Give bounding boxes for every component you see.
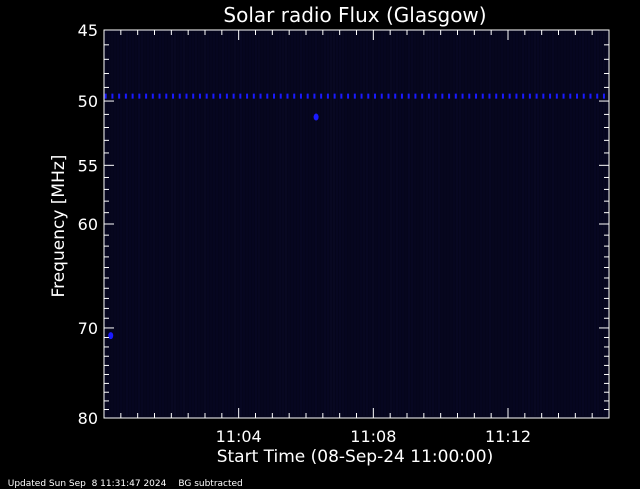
interference-dash: [145, 93, 148, 99]
chart-title: Solar radio Flux (Glasgow): [223, 3, 486, 27]
interference-dash: [549, 93, 552, 99]
interference-dash: [360, 93, 363, 99]
interference-dash: [225, 93, 228, 99]
y-tick-label: 60: [78, 215, 98, 234]
interference-dash: [313, 93, 316, 99]
interference-dash: [394, 93, 397, 99]
plot-area: [104, 30, 609, 418]
interference-dash: [266, 93, 269, 99]
interference-dash: [340, 93, 343, 99]
y-tick-label: 80: [78, 409, 98, 428]
y-tick-label: 50: [78, 92, 98, 111]
status-footer: Updated Sun Sep 8 11:31:47 2024 BG subtra…: [2, 469, 255, 489]
interference-dash: [212, 93, 215, 99]
interference-dash: [434, 93, 437, 99]
interference-dash: [178, 93, 181, 99]
bg-note: BG subtracted: [178, 479, 243, 489]
interference-dash: [138, 93, 141, 99]
interference-dash: [508, 93, 511, 99]
interference-dash: [461, 93, 464, 99]
interference-dash: [562, 93, 565, 99]
interference-dash: [131, 93, 134, 99]
y-tick-label: 70: [78, 319, 98, 338]
interference-dash: [286, 93, 289, 99]
interference-dash: [576, 93, 579, 99]
interference-dash: [172, 93, 175, 99]
interference-dash: [589, 93, 592, 99]
interference-dash: [407, 93, 410, 99]
interference-dash: [602, 93, 605, 99]
signal-dot: [108, 332, 114, 340]
interference-dash: [279, 93, 282, 99]
interference-dash: [151, 93, 154, 99]
interference-dash: [353, 93, 356, 99]
interference-dash: [320, 93, 323, 99]
interference-dash: [239, 93, 242, 99]
y-tick-label: 45: [78, 21, 98, 40]
signal-dot: [313, 113, 319, 121]
interference-dash: [542, 93, 545, 99]
interference-dash: [528, 93, 531, 99]
interference-dash: [165, 93, 168, 99]
interference-dash: [347, 93, 350, 99]
interference-dash: [448, 93, 451, 99]
interference-dash: [259, 93, 262, 99]
interference-dash: [205, 93, 208, 99]
interference-dash: [367, 93, 370, 99]
interference-dash: [427, 93, 430, 99]
interference-dash: [104, 93, 107, 99]
interference-dash: [569, 93, 572, 99]
interference-dash: [299, 93, 302, 99]
interference-dash: [582, 93, 585, 99]
interference-dash: [481, 93, 484, 99]
interference-dash: [252, 93, 255, 99]
interference-dash: [454, 93, 457, 99]
interference-dash: [293, 93, 296, 99]
interference-dash: [596, 93, 599, 99]
interference-dash: [515, 93, 518, 99]
interference-dash: [273, 93, 276, 99]
interference-dash: [488, 93, 491, 99]
interference-dash: [421, 93, 424, 99]
interference-dash: [522, 93, 525, 99]
x-tick-label: 11:08: [350, 427, 396, 446]
y-axis-label: Frequency [MHz]: [49, 155, 69, 298]
interference-dash: [111, 93, 114, 99]
interference-dash: [185, 93, 188, 99]
interference-dash: [501, 93, 504, 99]
interference-dash: [380, 93, 383, 99]
interference-dash: [158, 93, 161, 99]
interference-dash: [535, 93, 538, 99]
interference-dash: [387, 93, 390, 99]
interference-dash: [400, 93, 403, 99]
interference-dash: [326, 93, 329, 99]
interference-dash: [555, 93, 558, 99]
interference-dash: [414, 93, 417, 99]
interference-dash: [118, 93, 121, 99]
x-tick-label: 11:04: [216, 427, 262, 446]
interference-dash: [192, 93, 195, 99]
interference-dash: [232, 93, 235, 99]
updated-timestamp: Updated Sun Sep 8 11:31:47 2024: [7, 479, 167, 489]
interference-dash: [246, 93, 249, 99]
interference-dash: [374, 93, 377, 99]
interference-dash: [468, 93, 471, 99]
x-tick-label: 11:12: [485, 427, 531, 446]
interference-dash: [441, 93, 444, 99]
signal-features: [104, 93, 605, 340]
interference-dash: [495, 93, 498, 99]
interference-dash: [219, 93, 222, 99]
x-axis-label: Start Time (08-Sep-24 11:00:00): [217, 447, 494, 467]
plot-background: [104, 30, 609, 418]
interference-dash: [198, 93, 201, 99]
axes: 45 50 55 60 70 80 11:04 11:08 11:12: [78, 21, 609, 446]
interference-dash: [333, 93, 336, 99]
interference-dash: [475, 93, 478, 99]
interference-dash: [124, 93, 127, 99]
y-tick-label: 55: [78, 156, 98, 175]
interference-dash: [306, 93, 309, 99]
